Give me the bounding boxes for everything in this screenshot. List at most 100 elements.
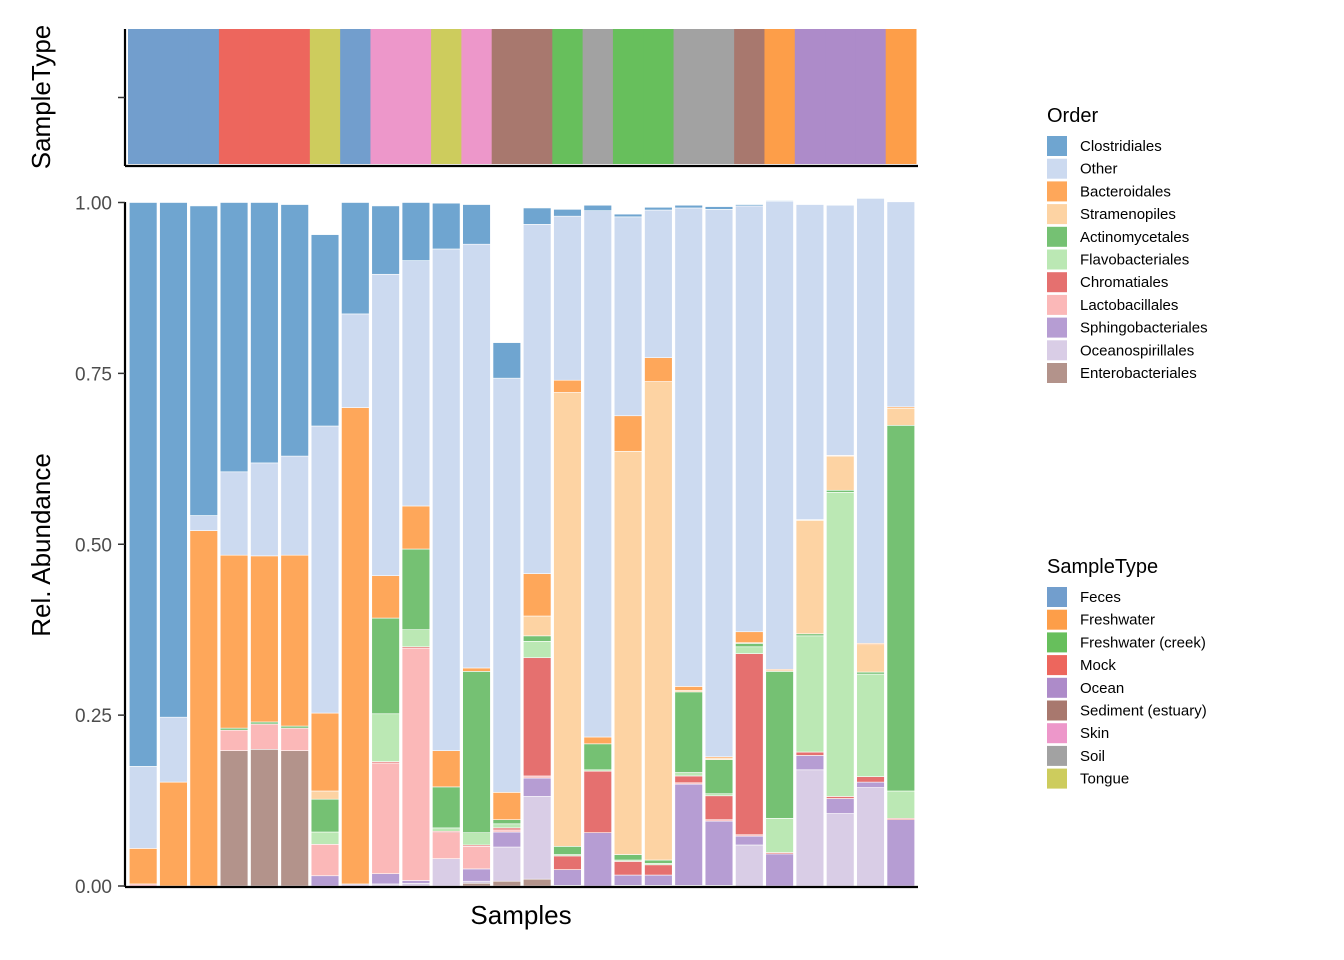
y-axis-title: Rel. Abundance bbox=[26, 453, 56, 637]
stacked-bar-plot bbox=[129, 198, 915, 887]
bar-segment bbox=[432, 786, 461, 829]
bar-segment bbox=[522, 573, 552, 617]
bar-segment bbox=[462, 671, 491, 833]
legend-swatch bbox=[1047, 317, 1067, 338]
bar-segment bbox=[522, 878, 552, 887]
legend-label: Ocean bbox=[1080, 680, 1124, 697]
bar-segment bbox=[735, 844, 764, 887]
bar-segment bbox=[613, 854, 643, 861]
bar-segment bbox=[371, 273, 400, 576]
bar-segment bbox=[310, 875, 340, 887]
bar-S15 bbox=[553, 209, 582, 887]
bar-segment bbox=[826, 796, 855, 799]
bar-segment bbox=[250, 462, 279, 557]
bar-segment bbox=[522, 775, 552, 779]
bar-segment bbox=[432, 750, 461, 788]
bar-segment bbox=[553, 855, 582, 870]
sample-type-cell bbox=[340, 29, 371, 164]
bar-segment bbox=[462, 868, 491, 882]
bar-segment bbox=[553, 209, 582, 217]
y-tick-label: 0.50 bbox=[75, 535, 112, 556]
legend-swatch bbox=[1047, 700, 1067, 721]
bar-segment bbox=[432, 827, 461, 832]
bar-S20 bbox=[704, 206, 734, 887]
y-tick-label: 0.25 bbox=[75, 706, 112, 727]
bar-segment bbox=[795, 633, 825, 637]
bar-segment bbox=[795, 520, 825, 635]
bar-segment bbox=[583, 770, 612, 833]
bar-segment bbox=[886, 819, 915, 887]
bar-segment bbox=[371, 575, 400, 619]
y-tick-label: 1.00 bbox=[75, 194, 112, 215]
sample-type-cell bbox=[218, 29, 250, 164]
bar-S7 bbox=[310, 234, 340, 887]
sampletype-legend-title: SampleType bbox=[1047, 556, 1158, 578]
bar-segment bbox=[644, 357, 673, 382]
bar-segment bbox=[492, 819, 521, 825]
bar-segment bbox=[765, 818, 794, 853]
sample-type-cell bbox=[491, 29, 523, 164]
legend-label: Flavobacteriales bbox=[1080, 252, 1189, 269]
bar-segment bbox=[341, 202, 370, 315]
bar-segment bbox=[704, 795, 734, 821]
legend-swatch bbox=[1047, 587, 1067, 607]
sampletype-legend: Feces Freshwater Freshwater (creek) Mock Oce… bbox=[1047, 587, 1207, 789]
bar-segment bbox=[704, 206, 734, 210]
legend-swatch bbox=[1047, 768, 1067, 789]
bar-S5 bbox=[250, 202, 279, 887]
bar-segment bbox=[219, 750, 249, 887]
sample-type-cell bbox=[825, 29, 856, 164]
bar-segment bbox=[644, 209, 673, 358]
legend-label: Chromatiales bbox=[1080, 274, 1168, 291]
order-legend-title: Order bbox=[1047, 105, 1098, 127]
bar-segment bbox=[310, 844, 340, 877]
bar-segment bbox=[735, 205, 764, 633]
bar-segment bbox=[432, 832, 461, 859]
bar-segment bbox=[219, 471, 249, 556]
bar-S25 bbox=[856, 198, 885, 887]
legend-label: Freshwater (creek) bbox=[1080, 634, 1206, 651]
bar-segment bbox=[795, 204, 825, 520]
bar-segment bbox=[250, 202, 279, 464]
bar-segment bbox=[492, 880, 521, 887]
bar-segment bbox=[583, 832, 612, 887]
bar-segment bbox=[522, 635, 552, 642]
bar-segment bbox=[795, 635, 825, 753]
bar-segment bbox=[553, 846, 582, 855]
bar-segment bbox=[704, 209, 734, 758]
bar-segment bbox=[735, 653, 764, 836]
bar-segment bbox=[704, 759, 734, 795]
bar-segment bbox=[765, 200, 794, 202]
sample-type-cell bbox=[309, 29, 341, 164]
bar-segment bbox=[280, 725, 309, 729]
bar-segment bbox=[401, 880, 431, 884]
bar-segment bbox=[522, 641, 552, 659]
legend-swatch bbox=[1047, 181, 1067, 202]
bar-segment bbox=[583, 736, 612, 745]
bar-S12 bbox=[462, 204, 491, 887]
sample-type-cell bbox=[400, 29, 432, 164]
bar-segment bbox=[826, 491, 855, 797]
sample-type-cell bbox=[370, 29, 402, 164]
bar-S14 bbox=[522, 207, 552, 887]
bar-segment bbox=[492, 823, 521, 829]
bar-segment bbox=[492, 831, 521, 848]
legend-label: Soil bbox=[1080, 748, 1105, 765]
legend-label: Feces bbox=[1080, 589, 1121, 606]
bar-segment bbox=[280, 554, 309, 727]
x-axis-title: Samples bbox=[470, 900, 571, 930]
sample-type-cell bbox=[643, 29, 675, 164]
bar-segment bbox=[856, 787, 885, 887]
bar-segment bbox=[704, 820, 734, 886]
sample-type-cell bbox=[764, 29, 796, 164]
bar-segment bbox=[644, 859, 673, 864]
sample-type-cell bbox=[128, 29, 159, 164]
bar-segment bbox=[462, 243, 491, 669]
bar-S3 bbox=[189, 205, 218, 887]
bar-segment bbox=[492, 846, 521, 882]
legend-swatch bbox=[1047, 294, 1067, 315]
legend-label: Other bbox=[1080, 161, 1118, 178]
sample-type-cell bbox=[673, 29, 705, 164]
sample-type-cell bbox=[158, 29, 190, 164]
bar-segment bbox=[674, 204, 703, 209]
